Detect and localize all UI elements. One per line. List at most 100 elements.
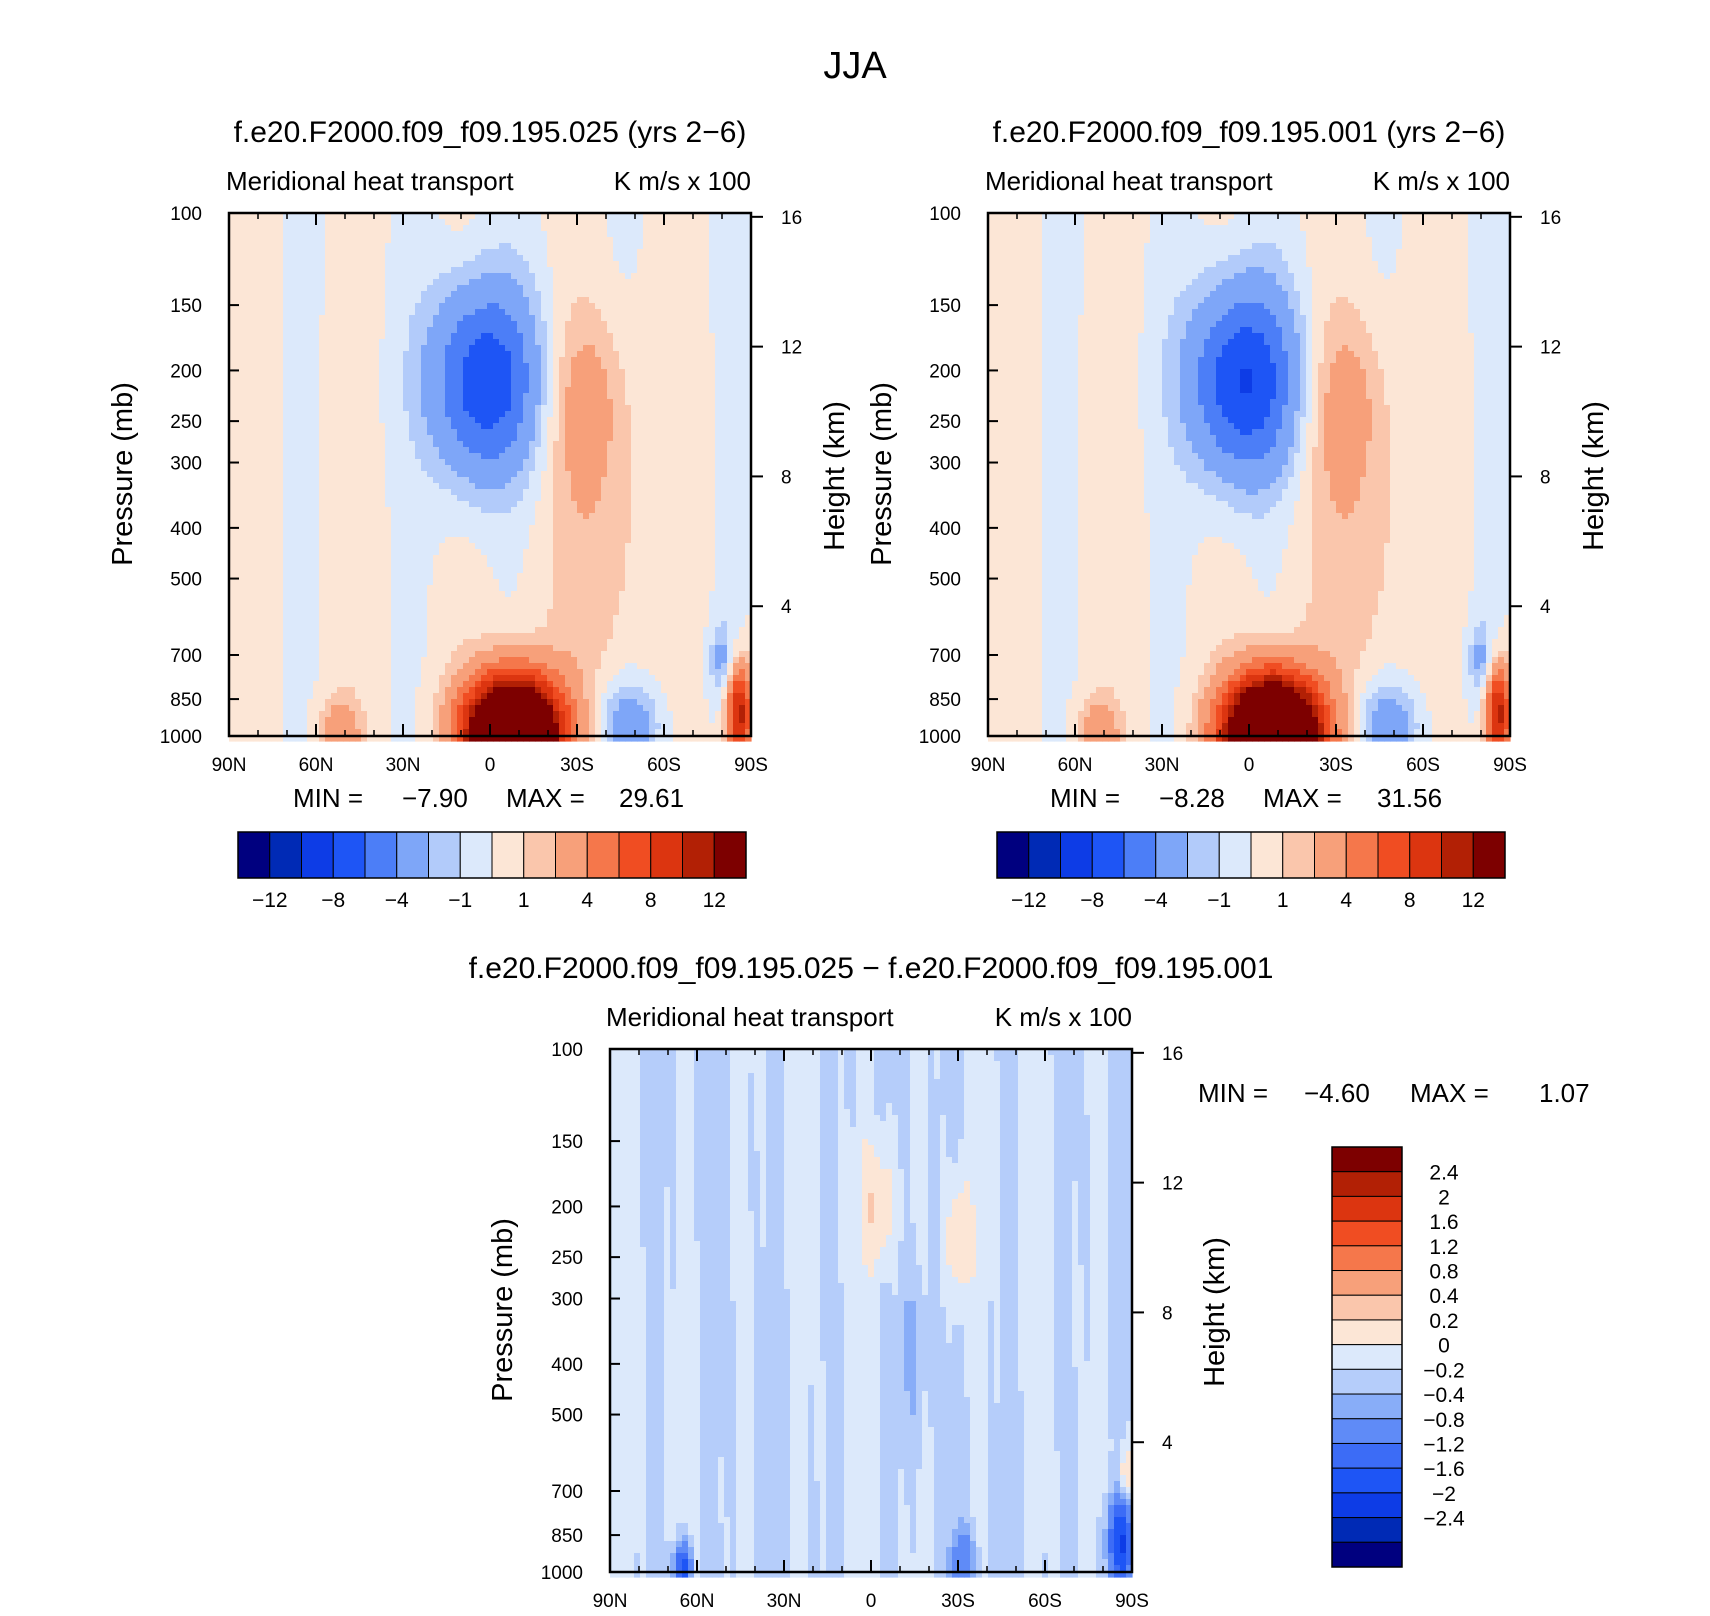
contour-cell [727,303,734,310]
contour-cell [433,429,440,436]
contour-cell [367,243,374,250]
contour-cell [295,339,302,346]
contour-cell [499,495,506,502]
contour-cell [421,513,428,520]
contour-cell [637,435,644,442]
contour-cell [541,219,548,226]
contour-cell [685,513,692,520]
contour-cell [571,393,578,400]
contour-cell [241,231,248,238]
contour-cell [625,351,632,358]
contour-cell [583,507,590,514]
contour-cell [727,297,734,304]
contour-cell [445,435,452,442]
contour-cell [673,387,680,394]
contour-cell [517,453,524,460]
contour-cell [415,423,422,430]
contour-cell [517,411,524,418]
contour-cell [703,243,710,250]
contour-cell [553,255,560,262]
contour-cell [523,225,530,232]
contour-cell [553,231,560,238]
contour-cell [625,237,632,244]
contour-cell [349,519,356,526]
contour-cell [493,483,500,490]
contour-cell [589,513,596,520]
contour-cell [343,237,350,244]
contour-cell [469,495,476,502]
contour-cell [445,333,452,340]
contour-cell [685,459,692,466]
contour-cell [607,513,614,520]
contour-cell [547,519,554,526]
contour-cell [685,495,692,502]
contour-cell [253,435,260,442]
contour-cell [301,267,308,274]
contour-cell [709,249,716,256]
contour-cell [289,489,296,496]
contour-cell [361,501,368,508]
contour-cell [709,309,716,316]
contour-cell [445,441,452,448]
contour-cell [283,345,290,352]
contour-cell [637,357,644,364]
contour-cell [343,447,350,454]
contour-cell [589,459,596,466]
contour-cell [571,363,578,370]
contour-cell [331,339,338,346]
contour-cell [457,459,464,466]
contour-cell [721,339,728,346]
contour-cell [301,441,308,448]
contour-cell [619,447,626,454]
contour-cell [619,327,626,334]
contour-cell [511,495,518,502]
contour-cell [721,387,728,394]
contour-cell [703,381,710,388]
contour-cell [259,273,266,280]
contour-cell [541,393,548,400]
contour-cell [271,291,278,298]
contour-cell [415,255,422,262]
contour-cell [709,483,716,490]
contour-cell [727,357,734,364]
contour-cell [637,291,644,298]
contour-cell [379,489,386,496]
contour-cell [247,249,254,256]
contour-cell [265,429,272,436]
contour-cell [541,321,548,328]
contour-cell [709,279,716,286]
contour-cell [565,483,572,490]
contour-cell [403,315,410,322]
contour-cell [709,435,716,442]
contour-cell [661,333,668,340]
contour-cell [385,447,392,454]
contour-cell [469,243,476,250]
contour-cell [265,513,272,520]
contour-cell [463,477,470,484]
contour-cell [433,315,440,322]
contour-cell [277,297,284,304]
contour-cell [715,219,722,226]
contour-cell [253,495,260,502]
contour-cell [247,381,254,388]
contour-cell [739,423,746,430]
contour-cell [565,435,572,442]
contour-cell [349,387,356,394]
contour-cell [493,309,500,316]
contour-cell [487,225,494,232]
contour-cell [475,477,482,484]
contour-cell [517,237,524,244]
contour-cell [313,243,320,250]
contour-cell [625,249,632,256]
contour-cell [661,225,668,232]
contour-cell [625,465,632,472]
contour-cell [571,273,578,280]
contour-cell [277,399,284,406]
contour-cell [607,255,614,262]
contour-cell [295,411,302,418]
contour-cell [235,321,242,328]
contour-cell [289,219,296,226]
contour-cell [685,249,692,256]
contour-cell [439,255,446,262]
contour-cell [691,441,698,448]
